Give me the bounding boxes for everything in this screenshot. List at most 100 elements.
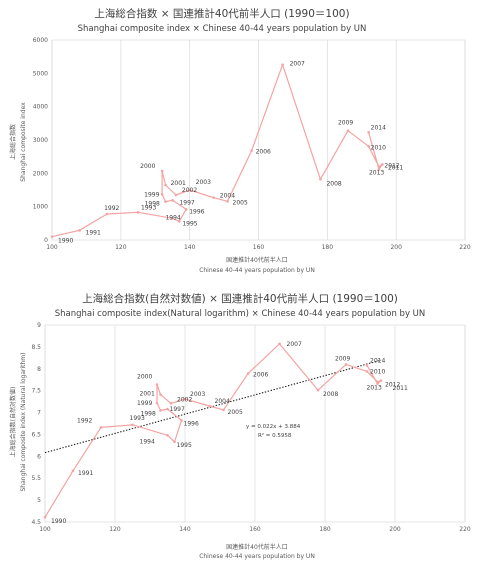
chart-2-point-1994 [166, 434, 169, 437]
chart-1-point-2000 [160, 169, 164, 173]
chart-1-point-label-2011: 2011 [388, 165, 403, 172]
chart-1-point-2012 [381, 163, 384, 166]
chart-1-point-label-2014: 2014 [371, 124, 386, 131]
chart-1-point-2002 [174, 193, 178, 197]
chart-2-point-2003 [183, 397, 187, 401]
chart-1-xlabel-en: Chinese 40-44 years population by UN [199, 267, 315, 274]
chart-2-x-tick-label: 180 [319, 526, 331, 533]
chart-1-y-tick-label: 3000 [33, 137, 48, 144]
chart-2-point-2013 [376, 382, 379, 385]
chart-2-point-1996 [180, 419, 183, 422]
chart-2-point-2004 [208, 404, 211, 408]
chart-2-point-1998 [159, 409, 162, 412]
chart-2-point-label-1997: 1997 [170, 406, 185, 413]
chart-2-point-2000 [155, 383, 159, 386]
chart-2-ylabel: 上海総合指数(自然対数値) [9, 387, 17, 458]
chart-1-plot-frame [51, 39, 466, 241]
chart-1-point-1999 [160, 193, 164, 196]
chart-2-point-labels: 1990 1991 1992 1993 1994 1995 1996 1997 1998 1999… [51, 341, 408, 525]
chart-1-title: 上海総合指数 × 国連推計40代前半人口 (1990＝100) [94, 7, 349, 20]
chart-2-point-label-2013: 2013 [367, 385, 382, 392]
chart-1-point-1997 [171, 199, 174, 202]
chart-1-point-2008 [319, 178, 322, 181]
chart-2-xlabel-en: Chinese 40-44 years population by UN [199, 553, 315, 560]
chart-1-point-label-1996: 1996 [189, 208, 204, 215]
chart-1-point-2011 [377, 165, 381, 168]
chart-1-point-label-1994: 1994 [165, 214, 180, 221]
chart-2-point-label-2008: 2008 [323, 391, 338, 398]
chart-1-x-tick-label: 100 [46, 244, 58, 251]
chart-1-x-tick-label: 120 [115, 244, 127, 251]
chart-2-x-tick-label: 220 [459, 526, 471, 533]
chart-1-point-label-2010: 2010 [371, 144, 386, 151]
chart-2-ticks: 100 120 140 160 180 200 220 4.5 5 5.5 6 6.5 7 7.5 8 8.5… [31, 322, 470, 533]
chart-1-point-label-2002: 2002 [182, 187, 197, 194]
chart-1-point-2013 [377, 168, 381, 171]
chart-2-y-tick-label: 7.5 [31, 388, 41, 395]
chart-2-y-tick-label: 8 [37, 366, 41, 373]
chart-1-x-tick-label: 160 [253, 244, 265, 251]
chart-2-point-1995 [173, 440, 176, 444]
chart-2-point-label-1990: 1990 [51, 518, 66, 525]
chart-1-point-2014 [367, 131, 370, 134]
chart-2-x-tick-label: 200 [389, 526, 401, 533]
chart-2-x-tick-label: 120 [109, 526, 121, 533]
chart-1-y-tick-label: 2000 [33, 170, 48, 177]
chart-1-point-label-1999: 1999 [144, 191, 159, 198]
chart-1-y-tick-label: 1000 [33, 204, 48, 211]
chart-1-point-2009 [346, 129, 350, 132]
chart-2-point-label-1992: 1992 [77, 417, 92, 424]
chart-2-point-1997 [166, 407, 169, 411]
chart-2-y-tick-label: 6.5 [31, 431, 41, 438]
chart-2-point-label-1996: 1996 [184, 420, 199, 427]
chart-1-point-1996 [184, 208, 188, 211]
chart-2-point-2008 [316, 388, 320, 392]
chart-1-point-1991 [78, 229, 81, 232]
chart-2-point-label-2006: 2006 [253, 372, 268, 379]
chart-2-point-1999 [155, 401, 159, 405]
chart-2-y-tick-label: 5 [37, 497, 41, 504]
chart-2-point-label-1991: 1991 [78, 470, 93, 477]
chart-2-point-label-2003: 2003 [190, 391, 205, 398]
chart-1-point-label-1993: 1993 [141, 204, 156, 211]
chart-2-point-2010 [365, 370, 369, 373]
chart-1-point-label-2003: 2003 [196, 179, 211, 186]
chart-2-point-label-2011: 2011 [393, 385, 408, 392]
chart-2-y-tick-label: 6 [37, 453, 41, 460]
chart-2-point-2014 [365, 363, 369, 367]
chart-2-ylabel-en: Shanghai composite index (Natural logari… [20, 353, 27, 492]
chart-1-grid [51, 39, 466, 241]
chart-1-x-tick-label: 140 [184, 244, 196, 251]
chart-2-point-2007 [278, 342, 281, 346]
chart-2-point-label-1999: 1999 [137, 400, 152, 407]
chart-2-y-tick-label: 8.5 [31, 344, 41, 351]
chart-1-point-label-2000: 2000 [140, 163, 155, 170]
chart-2-trend-r2: R² = 0.5958 [258, 432, 292, 439]
chart-1-point-2005 [226, 200, 229, 203]
chart-1-point-label-2008: 2008 [326, 180, 341, 187]
chart-2-x-tick-label: 160 [249, 526, 261, 533]
chart-2-point-2005 [222, 408, 225, 412]
chart-1-y-tick-label: 0 [44, 237, 48, 244]
chart-2-y-tick-label: 4.5 [31, 519, 41, 526]
chart-2-trend-equation: y = 0.022x + 3.884 [246, 424, 301, 430]
chart-2-y-tick-label: 5.5 [31, 475, 41, 482]
chart-1-x-tick-label: 200 [390, 244, 402, 251]
chart-2-point-1992 [99, 426, 103, 429]
chart-1-point-1995 [178, 220, 181, 223]
chart-1-x-tick-label: 180 [322, 244, 334, 251]
chart-2-point-label-2000: 2000 [137, 374, 152, 381]
chart-1-point-2003 [188, 188, 191, 192]
chart-1-point-2004 [212, 196, 216, 199]
chart-1-point-label-1990: 1990 [58, 238, 73, 245]
chart-1-point-label-2009: 2009 [338, 120, 353, 127]
chart-1-point-1993 [136, 211, 140, 214]
chart-2-point-2012 [379, 379, 383, 382]
chart-2-point-1991 [71, 469, 75, 473]
chart-1-point-1994 [171, 217, 174, 220]
chart-2-series-line [44, 343, 382, 518]
chart-2-y-tick-label: 9 [37, 322, 41, 329]
chart-1-point-1992 [105, 212, 109, 216]
chart-1-point-label-2007: 2007 [290, 61, 305, 68]
